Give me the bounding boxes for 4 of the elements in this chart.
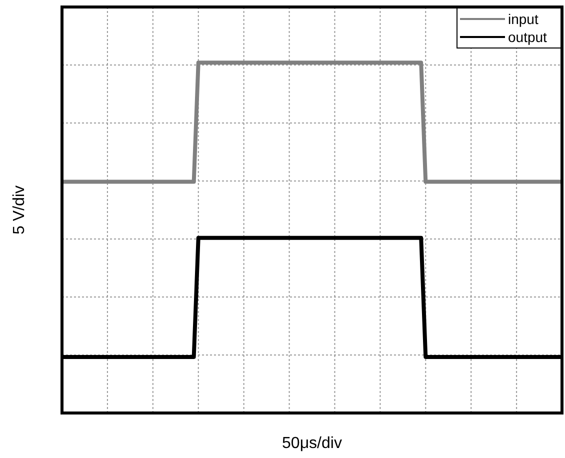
x-axis-title: 50μs/div [282, 435, 342, 452]
y-axis-title: 5 V/div [11, 186, 28, 234]
legend-label: output [508, 29, 548, 45]
legend-label: input [508, 11, 538, 27]
